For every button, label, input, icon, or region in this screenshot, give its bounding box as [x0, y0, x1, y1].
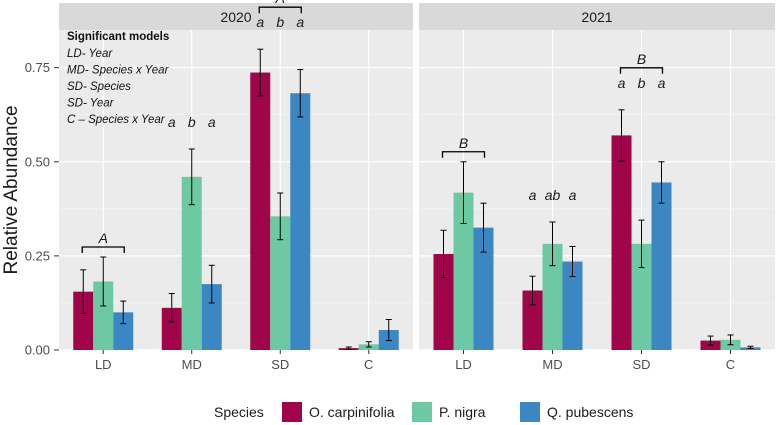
bracket-label: A — [275, 0, 285, 6]
bar — [433, 254, 454, 350]
annotation-line: MD- Species x Year — [67, 65, 170, 77]
annotation-line: SD- Species — [67, 81, 131, 93]
significance-letter: b — [276, 14, 284, 30]
bar — [611, 135, 632, 350]
bar — [201, 284, 222, 350]
bar — [93, 281, 114, 350]
bar — [73, 291, 94, 350]
significance-bracket — [81, 246, 125, 254]
significance-letter: a — [208, 114, 216, 130]
facet-title: 2021 — [581, 9, 612, 25]
significance-letter: b — [188, 114, 196, 130]
significance-letter: a — [569, 187, 577, 203]
x-tick-label: SD — [271, 357, 289, 372]
bar — [161, 307, 182, 350]
facet-strip — [59, 3, 413, 30]
bracket-label: A — [98, 230, 108, 246]
bar — [562, 261, 583, 350]
bar — [542, 243, 563, 350]
significance-letter: a — [618, 75, 626, 91]
y-tick-label: 0.00 — [25, 343, 50, 358]
bracket-label: B — [637, 51, 646, 67]
legend: Species O. carpinifolia P. nigra Q. pubesce… — [214, 402, 633, 422]
bar — [651, 182, 672, 350]
annotation-line: C – Species x Year — [67, 114, 166, 126]
significance-bracket — [441, 151, 486, 158]
legend-label: Q. pubescens — [547, 404, 633, 420]
facet-title: 2020 — [220, 9, 251, 25]
bar — [453, 192, 474, 350]
bar — [522, 290, 543, 350]
y-axis-label: Relative Abundance — [1, 105, 22, 274]
x-tick-label: C — [364, 357, 373, 372]
bar — [631, 243, 652, 350]
legend-label: O. carpinifolia — [309, 404, 395, 420]
significance-letter: ab — [545, 187, 561, 203]
x-tick-label: MD — [542, 357, 562, 372]
legend-swatch — [520, 402, 540, 422]
significance-letter: a — [658, 75, 666, 91]
significance-letter: a — [256, 14, 264, 30]
significance-letter: a — [529, 187, 537, 203]
legend-swatch — [282, 402, 302, 422]
bar — [473, 227, 494, 350]
legend-title: Species — [214, 404, 264, 420]
bar — [270, 216, 291, 350]
bar — [181, 176, 202, 350]
x-tick-label: C — [726, 357, 735, 372]
annotation-line: SD- Year — [67, 98, 115, 110]
bar — [250, 72, 271, 351]
x-tick-label: SD — [632, 357, 650, 372]
bracket-label: B — [459, 135, 468, 151]
x-tick-label: LD — [95, 357, 112, 372]
bar — [113, 312, 134, 350]
significance-letter: a — [168, 114, 176, 130]
panel-background — [59, 30, 413, 350]
y-tick-label: 0.50 — [25, 154, 50, 169]
annotation-line: LD- Year — [67, 48, 113, 60]
x-tick-label: MD — [182, 357, 202, 372]
y-tick-label: 0.75 — [25, 60, 50, 75]
legend-swatch — [412, 402, 432, 422]
significance-bracket — [258, 6, 302, 14]
significance-bracket — [619, 67, 664, 74]
y-tick-label: 0.25 — [25, 248, 50, 263]
bar — [290, 93, 311, 350]
x-tick-label: LD — [455, 357, 472, 372]
significance-letter: b — [638, 75, 646, 91]
annotation-title: Significant models — [67, 31, 169, 43]
legend-label: P. nigra — [439, 404, 486, 420]
significance-letter: a — [296, 14, 304, 30]
facet-strip — [419, 3, 775, 30]
